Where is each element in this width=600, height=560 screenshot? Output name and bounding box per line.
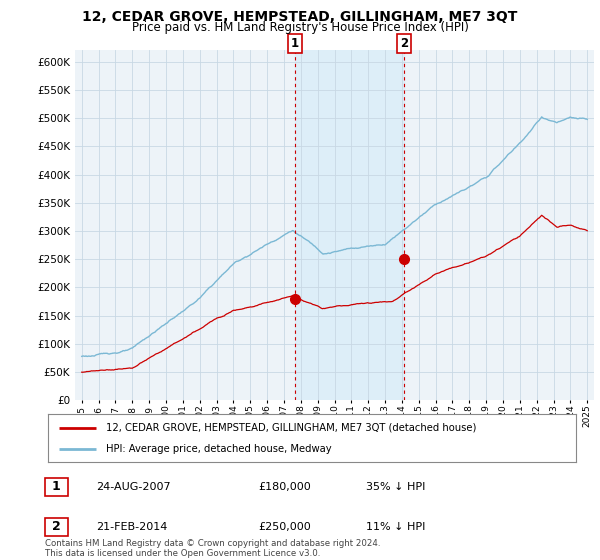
Text: Contains HM Land Registry data © Crown copyright and database right 2024.
This d: Contains HM Land Registry data © Crown c… (45, 539, 380, 558)
Text: 35% ↓ HPI: 35% ↓ HPI (366, 482, 425, 492)
Text: 12, CEDAR GROVE, HEMPSTEAD, GILLINGHAM, ME7 3QT: 12, CEDAR GROVE, HEMPSTEAD, GILLINGHAM, … (82, 10, 518, 24)
Text: £250,000: £250,000 (258, 522, 311, 532)
Text: 2: 2 (400, 38, 408, 50)
Text: 2: 2 (52, 520, 61, 534)
Text: 1: 1 (291, 38, 299, 50)
Text: 11% ↓ HPI: 11% ↓ HPI (366, 522, 425, 532)
Text: 21-FEB-2014: 21-FEB-2014 (96, 522, 167, 532)
Text: 12, CEDAR GROVE, HEMPSTEAD, GILLINGHAM, ME7 3QT (detached house): 12, CEDAR GROVE, HEMPSTEAD, GILLINGHAM, … (106, 423, 476, 433)
Text: HPI: Average price, detached house, Medway: HPI: Average price, detached house, Medw… (106, 444, 332, 454)
Text: 24-AUG-2007: 24-AUG-2007 (96, 482, 170, 492)
Text: Price paid vs. HM Land Registry's House Price Index (HPI): Price paid vs. HM Land Registry's House … (131, 21, 469, 34)
Bar (295, 50, 404, 400)
Text: 1: 1 (52, 480, 61, 493)
Text: £180,000: £180,000 (258, 482, 311, 492)
